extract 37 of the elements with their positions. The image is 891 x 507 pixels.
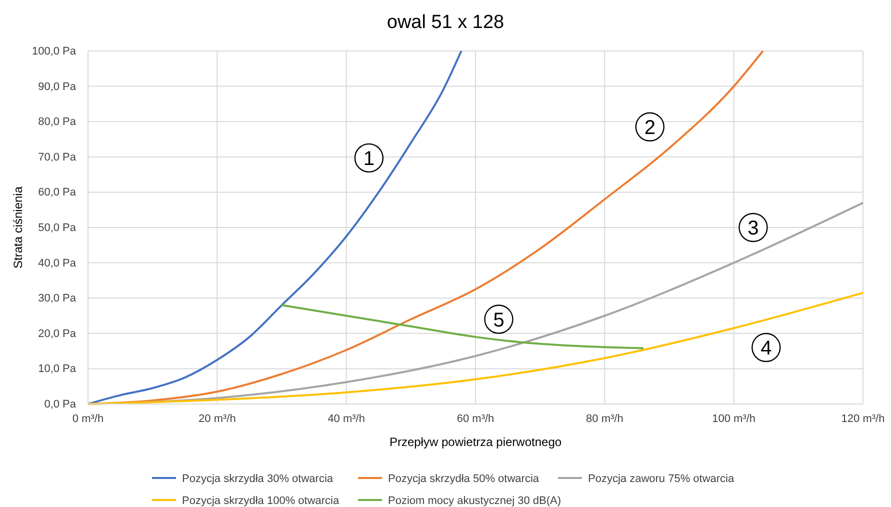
y-tick-label: 60,0 Pa xyxy=(38,186,77,199)
legend-label: Pozycja skrzydła 30% otwarcia xyxy=(182,473,334,485)
legend-label: Pozycja skrzydła 50% otwarcia xyxy=(388,473,540,485)
x-tick-label: 60 m³/h xyxy=(456,412,494,425)
y-tick-label: 10,0 Pa xyxy=(38,363,77,376)
number-circle: 1 xyxy=(354,143,384,173)
y-tick-label: 90,0 Pa xyxy=(38,80,77,93)
x-tick-label: 40 m³/h xyxy=(328,412,365,425)
x-tick-label: 120 m³/h xyxy=(841,412,885,425)
annotation: 5 xyxy=(493,309,504,332)
legend-label: Pozycja zaworu 75% otwarcia xyxy=(588,473,736,485)
x-tick-label: 100 m³/h xyxy=(712,412,756,425)
annotation: 2 xyxy=(644,116,656,139)
y-tick-label: 20,0 Pa xyxy=(38,328,77,340)
annotation: 4 xyxy=(760,338,772,360)
annotation: 3 xyxy=(748,218,759,240)
number-circle: 4 xyxy=(752,332,781,362)
y-tick-label: 0,0 Pa xyxy=(44,398,77,411)
y-axis-title: Strata ciśnienia xyxy=(11,186,25,269)
legend-label: Poziom mocy akustycznej 30 dB(A) xyxy=(388,495,562,507)
y-tick-label: 30,0 Pa xyxy=(38,292,77,305)
y-tick-label: 80,0 Pa xyxy=(38,116,77,128)
x-tick-label: 80 m³/h xyxy=(586,412,624,425)
x-axis-title: Przepływ powietrza pierwotnego xyxy=(389,435,562,449)
legend-label: Pozycja skrzydła 100% otwarcia xyxy=(182,495,340,507)
y-tick-label: 50,0 Pa xyxy=(38,222,77,234)
annotation: 1 xyxy=(363,148,374,170)
number-circle: 3 xyxy=(738,212,768,242)
y-tick-label: 100,0 Pa xyxy=(32,46,77,58)
x-tick-label: 0 m³/h xyxy=(72,412,104,425)
number-circle: 2 xyxy=(635,112,664,142)
number-circle: 5 xyxy=(484,304,514,334)
y-tick-label: 40,0 Pa xyxy=(38,257,77,270)
line-series xyxy=(280,304,644,350)
x-tick-label: 20 m³/h xyxy=(198,412,236,425)
y-tick-label: 70,0 Pa xyxy=(38,151,77,164)
chart-title: owal 51 x 128 xyxy=(386,12,504,33)
